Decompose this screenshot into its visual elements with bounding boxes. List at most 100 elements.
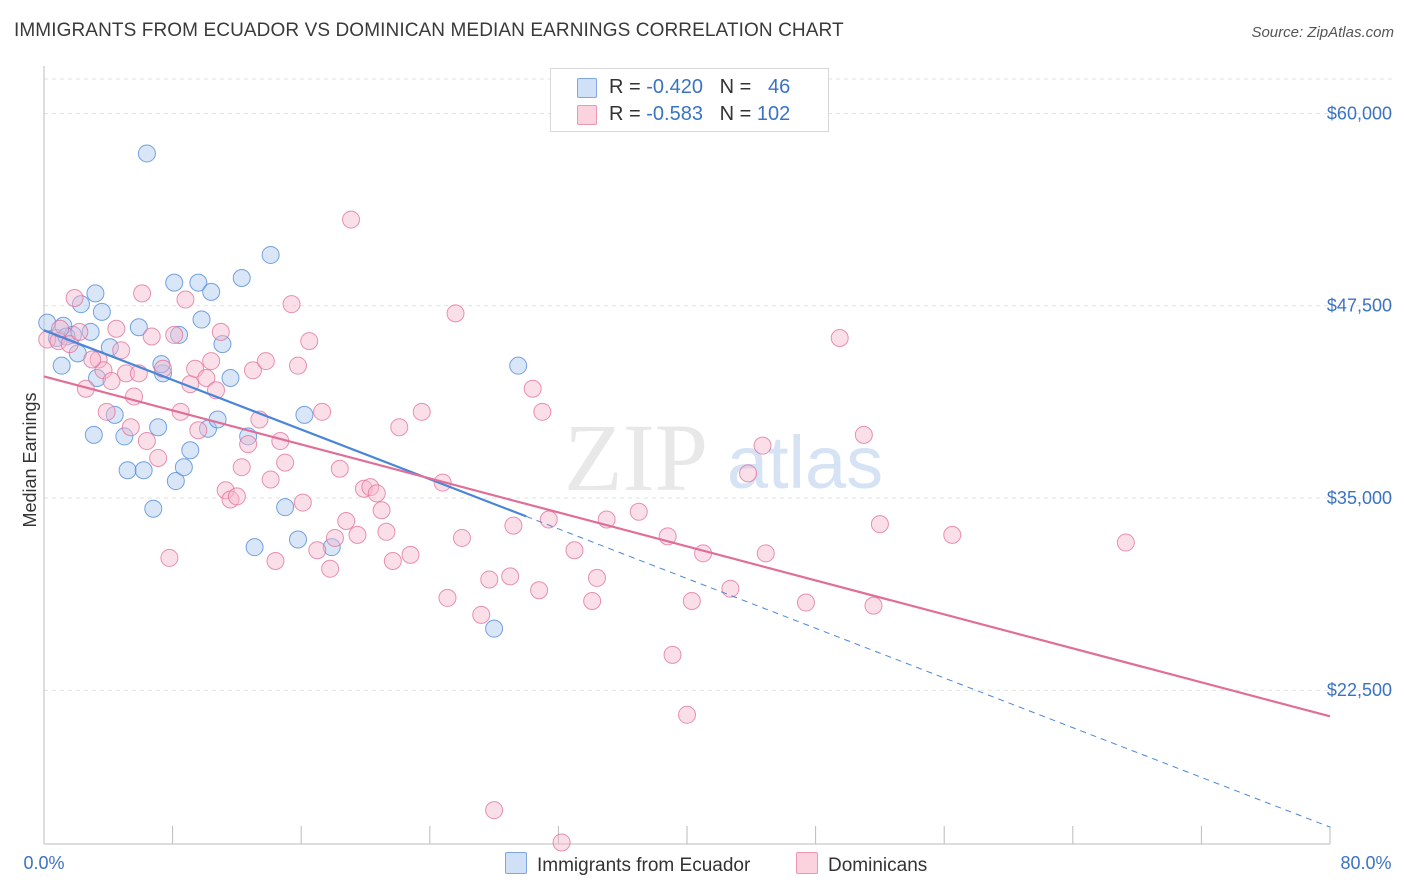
data-point	[118, 461, 137, 480]
data-point	[137, 144, 156, 163]
data-point	[181, 441, 200, 460]
data-point	[137, 432, 156, 451]
legend-item-dominican[interactable]: Dominicans	[796, 852, 927, 877]
data-point	[390, 418, 409, 437]
x-tick-label-min: 0.0%	[23, 853, 64, 873]
r-value: -0.583	[646, 103, 703, 125]
data-point	[232, 269, 251, 288]
data-point	[854, 425, 873, 444]
data-point	[288, 530, 307, 549]
data-point	[565, 541, 584, 560]
data-point	[739, 464, 758, 483]
source-label: Source: ZipAtlas.com	[1251, 24, 1394, 41]
data-point	[629, 502, 648, 521]
data-point	[202, 282, 221, 301]
data-point	[112, 341, 131, 360]
data-point	[52, 356, 71, 375]
data-point	[84, 425, 103, 444]
watermark-zip: ZIP	[564, 404, 708, 511]
data-point	[142, 327, 161, 346]
data-point	[367, 484, 386, 503]
data-point	[501, 567, 520, 586]
data-point	[325, 528, 344, 547]
trend-lines	[43, 329, 1331, 828]
data-point	[1116, 533, 1135, 552]
data-point	[342, 210, 361, 229]
data-point	[864, 596, 883, 615]
data-point	[377, 522, 396, 541]
data-point	[372, 501, 391, 520]
grid-lines	[44, 78, 1392, 691]
data-point	[232, 458, 251, 477]
data-point	[412, 402, 431, 421]
data-point	[446, 304, 465, 323]
y-axis-label: Median Earnings	[20, 392, 40, 527]
series-dominican-points	[38, 210, 1135, 852]
data-point	[282, 295, 301, 314]
data-point	[330, 459, 349, 478]
data-point	[149, 448, 168, 467]
data-point	[197, 368, 216, 387]
y-tick-label: $47,500	[1327, 296, 1392, 316]
data-point	[83, 350, 102, 369]
data-point	[88, 368, 107, 387]
r-label: R =	[609, 103, 647, 125]
data-point	[202, 352, 221, 371]
data-point	[523, 379, 542, 398]
data-point	[504, 516, 523, 535]
data-point	[401, 545, 420, 564]
trend-line	[43, 329, 527, 518]
n-value: 46	[768, 76, 791, 98]
data-point	[383, 552, 402, 571]
trend-line	[43, 375, 1331, 718]
data-point	[189, 273, 208, 292]
data-point	[756, 544, 775, 563]
data-point	[174, 458, 193, 477]
n-value: 102	[756, 103, 791, 125]
x-tick-label-max: 80.0%	[1340, 853, 1391, 873]
axes	[43, 66, 1331, 845]
data-point	[337, 512, 356, 531]
data-point	[276, 498, 295, 517]
correlation-legend: R = -0.420 N = 46 R = -0.583 N = 102	[550, 68, 829, 132]
r-value: -0.420	[646, 76, 703, 98]
data-point	[313, 402, 332, 421]
y-tick-label: $35,000	[1327, 488, 1392, 508]
watermark: ZIP atlas	[564, 404, 883, 511]
data-point	[165, 273, 184, 292]
data-point	[530, 581, 549, 600]
data-point	[721, 579, 740, 598]
data-point	[472, 605, 491, 624]
legend-label-ecuador: Immigrants from Ecuador	[537, 855, 751, 876]
data-point	[256, 352, 275, 371]
data-point	[261, 245, 280, 264]
data-point	[552, 833, 571, 852]
data-point	[211, 322, 230, 341]
r-label: R =	[609, 76, 647, 98]
data-point	[348, 525, 367, 544]
data-point	[870, 515, 889, 534]
data-point	[189, 421, 208, 440]
series-ecuador-points	[38, 144, 528, 638]
data-point	[485, 619, 504, 638]
data-point	[321, 559, 340, 578]
data-point	[266, 552, 285, 571]
data-point	[208, 410, 227, 429]
data-point	[70, 322, 89, 341]
data-point	[796, 593, 815, 612]
data-point	[115, 427, 134, 446]
tick-labels: $22,500 $35,000 $47,500 $60,000 0.0% 80.0%	[23, 103, 1392, 873]
data-point	[160, 548, 179, 567]
data-point	[308, 541, 327, 560]
n-label: N =	[719, 76, 757, 98]
data-point	[102, 372, 121, 391]
data-point	[121, 418, 140, 437]
legend-item-ecuador[interactable]: Immigrants from Ecuador	[505, 852, 750, 877]
n-label: N =	[719, 103, 757, 125]
data-point	[216, 481, 235, 500]
data-point	[452, 528, 471, 547]
watermark-atlas: atlas	[727, 421, 883, 504]
data-point	[133, 284, 152, 303]
data-point	[86, 284, 105, 303]
data-point	[300, 332, 319, 351]
